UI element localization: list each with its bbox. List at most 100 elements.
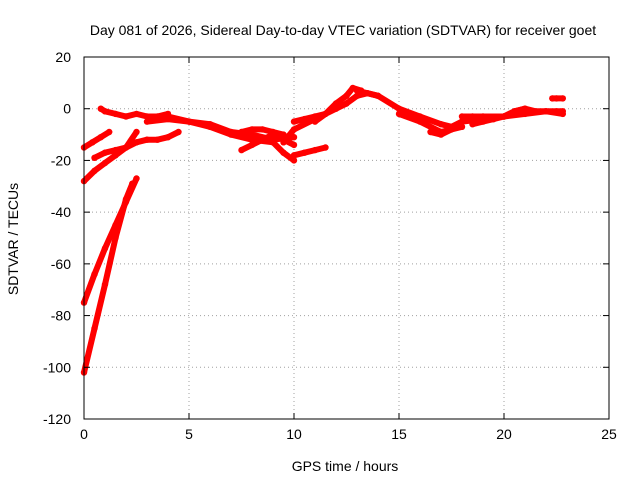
data-point xyxy=(164,113,172,120)
data-point xyxy=(280,149,287,156)
data-point xyxy=(353,92,361,100)
data-point xyxy=(479,113,487,120)
data-point xyxy=(101,245,109,252)
y-tick-label: -120 xyxy=(43,411,71,427)
data-point xyxy=(553,108,560,115)
data-point xyxy=(91,271,98,278)
chart-title: Day 081 of 2026, Sidereal Day-to-day VTE… xyxy=(90,22,596,38)
data-point xyxy=(175,128,182,136)
data-point xyxy=(185,118,193,125)
data-point xyxy=(322,144,329,151)
data-point xyxy=(290,118,298,125)
data-point xyxy=(521,105,529,112)
data-point xyxy=(559,95,566,102)
data-point xyxy=(129,180,136,187)
data-point xyxy=(259,126,266,133)
y-tick-label: 0 xyxy=(63,101,71,117)
series-line xyxy=(291,144,329,159)
data-point xyxy=(248,126,256,133)
data-series-track-06 xyxy=(97,105,172,120)
data-point xyxy=(238,128,245,136)
data-point xyxy=(532,108,539,115)
data-point xyxy=(91,325,98,332)
data-point xyxy=(112,110,119,118)
data-point xyxy=(248,131,256,138)
data-point xyxy=(343,92,350,100)
data-point xyxy=(259,136,266,143)
data-series-track-03 xyxy=(91,128,182,161)
data-point xyxy=(395,105,403,112)
data-series-track-20 xyxy=(500,105,566,120)
data-series-track-11 xyxy=(290,144,329,159)
tick-layer xyxy=(83,56,610,420)
data-point xyxy=(97,134,105,141)
data-point xyxy=(490,115,497,123)
data-point xyxy=(500,113,508,120)
data-point xyxy=(469,121,476,128)
data-point xyxy=(112,146,119,154)
data-point xyxy=(427,128,434,136)
data-point xyxy=(248,141,256,149)
data-point xyxy=(91,154,98,161)
data-point xyxy=(479,118,487,125)
data-point xyxy=(301,149,308,156)
data-point xyxy=(374,92,382,100)
data-point xyxy=(290,126,298,133)
data-point xyxy=(91,167,98,174)
y-axis-label: SDTVAR / TECUs xyxy=(5,183,21,295)
data-series-track-08 xyxy=(164,113,298,143)
data-point xyxy=(437,131,445,138)
data-point xyxy=(395,110,403,118)
data-series-track-01 xyxy=(80,128,113,151)
data-point xyxy=(280,139,287,146)
plot-frame xyxy=(83,56,610,420)
data-point xyxy=(122,144,130,151)
data-point xyxy=(301,115,308,123)
y-tick-label: 20 xyxy=(55,49,71,65)
x-tick-label: 20 xyxy=(496,426,512,442)
data-point xyxy=(227,128,235,136)
data-point xyxy=(122,196,130,203)
data-point xyxy=(206,121,214,128)
data-point xyxy=(122,113,130,120)
data-point xyxy=(353,87,361,94)
y-tick-label: -100 xyxy=(43,359,71,375)
data-point xyxy=(322,110,329,118)
data-point xyxy=(143,118,151,125)
data-layer xyxy=(80,84,566,376)
data-point xyxy=(101,281,109,288)
x-tick-label: 5 xyxy=(185,426,193,442)
y-tick-label: -20 xyxy=(51,152,71,168)
data-point xyxy=(332,100,340,107)
data-point xyxy=(290,141,298,149)
x-tick-label: 0 xyxy=(80,426,88,442)
data-point xyxy=(311,146,319,154)
tick-label-layer: 0 5 10 15 20 25 -120 -100 -80 -60 -40 -20 0 20 xyxy=(43,49,617,442)
y-tick-label: -80 xyxy=(51,308,71,324)
data-point xyxy=(112,234,119,242)
data-point xyxy=(133,110,140,118)
x-tick-label: 15 xyxy=(391,426,407,442)
y-tick-label: -40 xyxy=(51,204,71,220)
data-point xyxy=(553,95,560,102)
y-tick-label: -60 xyxy=(51,256,71,272)
data-point xyxy=(238,146,245,154)
data-point xyxy=(89,139,96,146)
x-axis-label: GPS time / hours xyxy=(292,458,399,474)
data-point xyxy=(343,100,350,107)
data-point xyxy=(448,126,455,133)
data-point xyxy=(458,113,466,120)
data-point xyxy=(143,136,151,143)
data-point xyxy=(458,118,466,125)
data-point xyxy=(133,139,140,146)
data-point xyxy=(154,136,161,143)
data-point xyxy=(437,121,445,128)
data-point xyxy=(511,108,518,115)
data-point xyxy=(559,108,566,115)
data-point xyxy=(143,113,151,120)
series-line xyxy=(81,129,113,151)
data-point xyxy=(269,128,277,136)
data-point xyxy=(416,118,424,125)
